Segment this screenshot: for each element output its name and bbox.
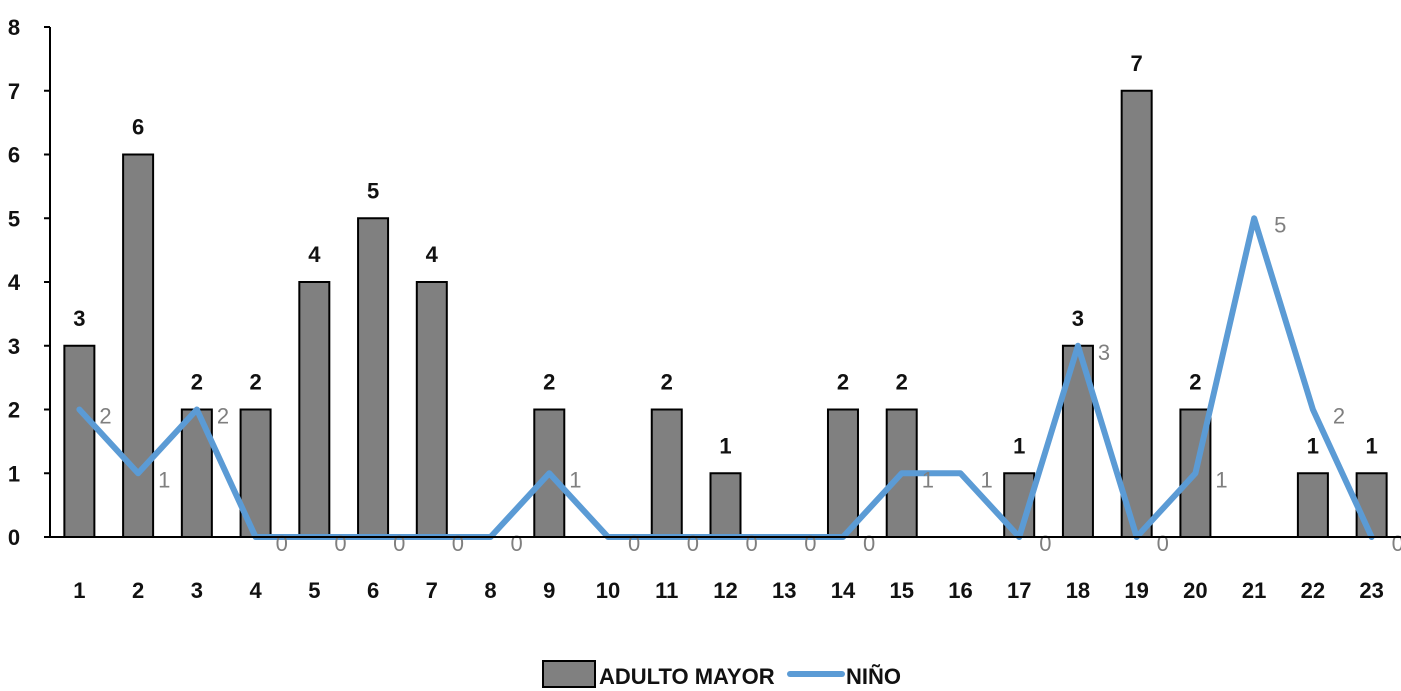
y-tick-label: 7 bbox=[8, 79, 20, 104]
y-axis: 0 1 2 3 4 5 6 7 8 bbox=[8, 15, 51, 550]
bar bbox=[357, 217, 390, 538]
bar-data-label: 2 bbox=[191, 370, 203, 395]
x-tick-label: 16 bbox=[948, 578, 972, 603]
line-data-label: 3 bbox=[1098, 340, 1110, 365]
bar-data-label: 1 bbox=[1307, 433, 1319, 458]
line-data-label: 1 bbox=[569, 467, 581, 492]
x-tick-label: 18 bbox=[1066, 578, 1090, 603]
y-tick-label: 0 bbox=[8, 525, 20, 550]
x-tick-label: 21 bbox=[1242, 578, 1266, 603]
bar-data-label: 1 bbox=[1013, 433, 1025, 458]
bar-data-label: 3 bbox=[1072, 306, 1084, 331]
y-tick-label: 1 bbox=[8, 461, 20, 486]
bar-data-label: 2 bbox=[896, 370, 908, 395]
line-data-label: 0 bbox=[804, 531, 816, 556]
x-tick-label: 8 bbox=[484, 578, 496, 603]
bar bbox=[298, 281, 331, 538]
x-tick-label: 23 bbox=[1359, 578, 1383, 603]
bar bbox=[122, 153, 155, 538]
line-data-label: 0 bbox=[1039, 531, 1051, 556]
bar-data-label: 7 bbox=[1131, 51, 1143, 76]
y-tick-label: 8 bbox=[8, 15, 20, 40]
y-tick-label: 2 bbox=[8, 398, 20, 423]
line-data-label: 2 bbox=[1333, 404, 1345, 429]
line-data-label: 0 bbox=[511, 531, 523, 556]
x-tick-label: 7 bbox=[426, 578, 438, 603]
line-data-label: 1 bbox=[922, 467, 934, 492]
bar-data-label: 3 bbox=[73, 306, 85, 331]
y-tick-label: 3 bbox=[8, 334, 20, 359]
bar-data-label: 4 bbox=[308, 242, 321, 267]
line-data-label: 1 bbox=[1215, 467, 1227, 492]
bar-data-label: 5 bbox=[367, 178, 379, 203]
bar-data-label: 2 bbox=[249, 370, 261, 395]
x-tick-label: 2 bbox=[132, 578, 144, 603]
line-data-label: 0 bbox=[746, 531, 758, 556]
bar bbox=[1296, 472, 1329, 538]
bar bbox=[1120, 89, 1153, 538]
bar bbox=[650, 408, 683, 538]
x-tick-label: 19 bbox=[1124, 578, 1148, 603]
bar bbox=[239, 408, 272, 538]
line-data-label: 0 bbox=[334, 531, 346, 556]
bar-data-label: 4 bbox=[426, 242, 439, 267]
line-data-label: 0 bbox=[276, 531, 288, 556]
bar bbox=[709, 472, 742, 538]
x-axis: 1 2 3 4 5 6 7 8 9 10 11 12 13 14 15 16 17 18 19 20 21 22 23 bbox=[50, 536, 1401, 603]
x-tick-label: 5 bbox=[308, 578, 320, 603]
bar-series-adulto-mayor bbox=[63, 89, 1388, 538]
bar-data-label: 1 bbox=[1366, 433, 1378, 458]
bar-data-label: 2 bbox=[1189, 370, 1201, 395]
line-data-label: 1 bbox=[158, 467, 170, 492]
bar bbox=[1355, 472, 1388, 538]
y-tick-label: 5 bbox=[8, 206, 20, 231]
legend: ADULTO MAYOR NIÑO bbox=[542, 660, 901, 689]
line-data-label: 2 bbox=[99, 404, 111, 429]
legend-label-adulto-mayor: ADULTO MAYOR bbox=[599, 664, 775, 689]
x-tick-label: 6 bbox=[367, 578, 379, 603]
line-data-label: 0 bbox=[863, 531, 875, 556]
line-data-label: 0 bbox=[393, 531, 405, 556]
bar bbox=[826, 408, 859, 538]
x-tick-label: 10 bbox=[596, 578, 620, 603]
line-data-label: 0 bbox=[628, 531, 640, 556]
legend-label-nino: NIÑO bbox=[846, 664, 901, 689]
legend-swatch-adulto-mayor bbox=[542, 660, 596, 688]
line-data-label: 0 bbox=[452, 531, 464, 556]
x-tick-label: 17 bbox=[1007, 578, 1031, 603]
line-data-label: 5 bbox=[1274, 212, 1286, 237]
y-tick-label: 6 bbox=[8, 143, 20, 168]
bar-data-label: 2 bbox=[543, 370, 555, 395]
x-tick-label: 9 bbox=[543, 578, 555, 603]
x-tick-label: 20 bbox=[1183, 578, 1207, 603]
x-tick-label: 12 bbox=[713, 578, 737, 603]
line-data-label: 2 bbox=[217, 404, 229, 429]
bar-data-label: 1 bbox=[719, 433, 731, 458]
bar bbox=[415, 281, 448, 538]
x-tick-label: 14 bbox=[831, 578, 856, 603]
line-data-label: 0 bbox=[1392, 531, 1401, 556]
bar-data-label: 6 bbox=[132, 115, 144, 140]
x-tick-label: 22 bbox=[1301, 578, 1325, 603]
bar bbox=[63, 344, 96, 538]
x-tick-label: 11 bbox=[655, 578, 678, 603]
bar-data-label: 2 bbox=[837, 370, 849, 395]
x-tick-label: 3 bbox=[191, 578, 203, 603]
x-tick-label: 13 bbox=[772, 578, 796, 603]
y-tick-label: 4 bbox=[8, 270, 21, 295]
line-data-label: 1 bbox=[980, 467, 992, 492]
x-tick-label: 15 bbox=[889, 578, 913, 603]
x-tick-label: 1 bbox=[73, 578, 85, 603]
line-data-label: 0 bbox=[687, 531, 699, 556]
line-data-label: 0 bbox=[1157, 531, 1169, 556]
x-tick-label: 4 bbox=[249, 578, 262, 603]
bar-data-label: 2 bbox=[661, 370, 673, 395]
